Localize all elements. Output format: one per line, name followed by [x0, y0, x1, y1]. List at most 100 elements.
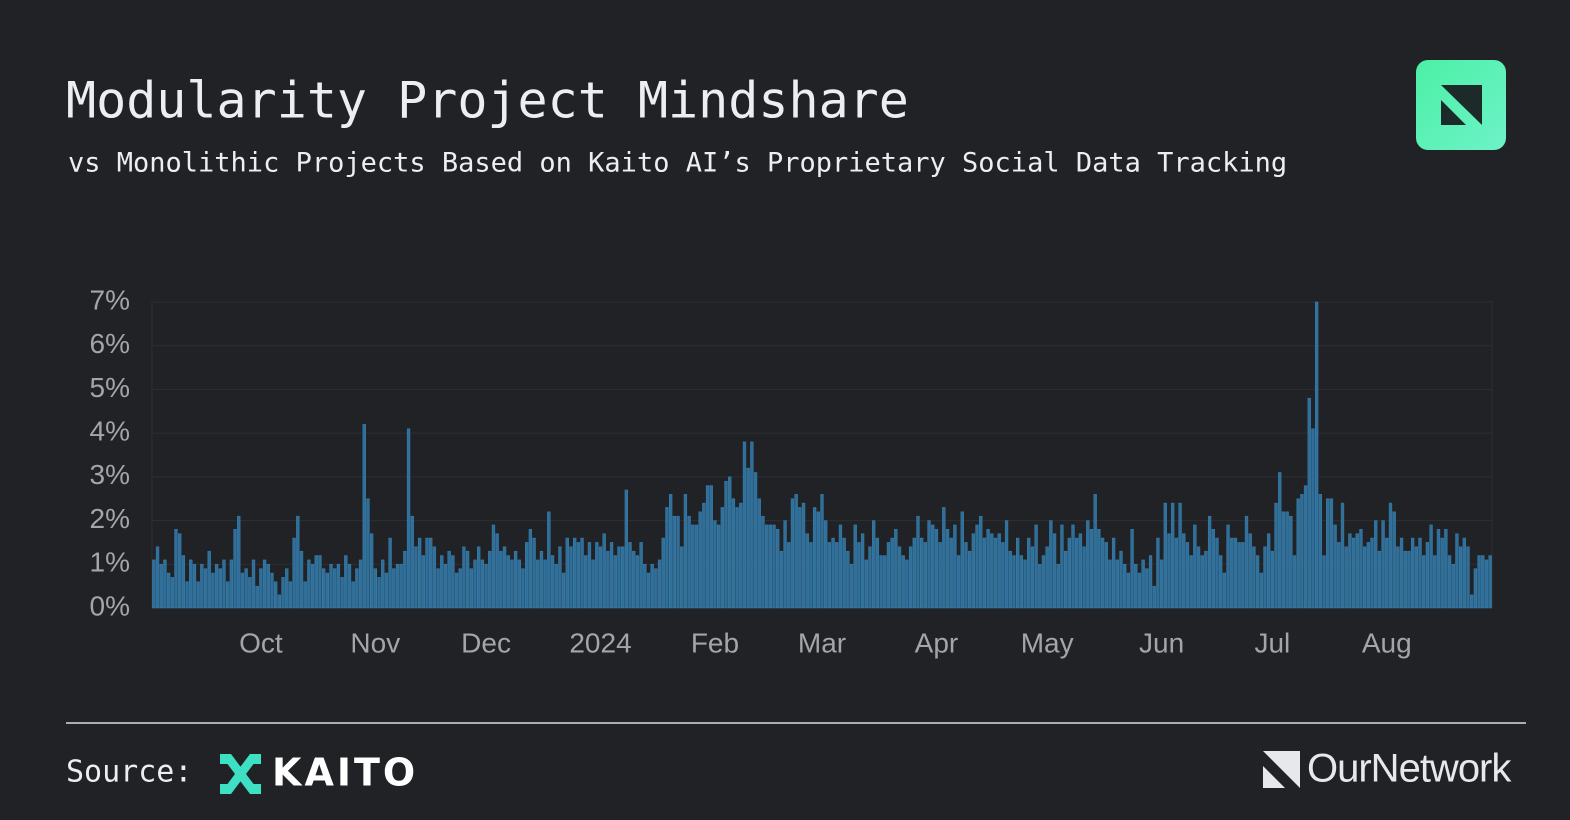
bar	[1422, 555, 1426, 609]
bar	[196, 581, 200, 609]
bar	[868, 546, 872, 609]
bar	[1100, 537, 1105, 609]
bar	[883, 555, 887, 609]
bar	[916, 515, 920, 609]
bar	[672, 515, 676, 609]
bar	[1337, 542, 1341, 609]
bar	[436, 568, 440, 609]
bar	[362, 424, 366, 609]
bar	[713, 520, 717, 609]
bar	[809, 542, 813, 609]
bar	[1222, 572, 1227, 609]
bar	[1436, 529, 1441, 609]
bar	[632, 550, 636, 609]
bar	[838, 524, 843, 609]
bar	[1119, 550, 1123, 609]
bar	[816, 511, 820, 609]
bar	[1455, 533, 1459, 609]
bar	[218, 568, 222, 609]
bar	[1086, 520, 1090, 609]
bar	[307, 559, 311, 609]
bar	[299, 550, 304, 609]
bar	[477, 546, 481, 609]
bar	[668, 494, 673, 609]
bar	[960, 511, 964, 609]
x-tick-label: Apr	[915, 627, 959, 658]
bar	[469, 568, 473, 609]
bar	[942, 507, 946, 609]
bar	[395, 564, 400, 609]
bar	[1458, 546, 1463, 609]
bar	[1348, 533, 1352, 609]
bar	[979, 515, 983, 609]
bar	[1433, 555, 1437, 609]
bar	[388, 537, 392, 609]
bar	[554, 564, 558, 609]
bar	[694, 524, 699, 609]
bar	[1200, 555, 1204, 609]
bar	[373, 568, 377, 609]
bar	[1204, 550, 1208, 609]
bar	[1315, 301, 1319, 609]
bar	[846, 550, 850, 609]
bar	[344, 555, 348, 609]
y-tick-label: 5%	[90, 372, 130, 403]
bar	[1178, 502, 1182, 609]
bar	[1111, 537, 1116, 609]
bar	[488, 550, 492, 609]
bar	[1207, 515, 1212, 609]
bar	[628, 542, 632, 609]
bar	[934, 529, 939, 609]
bar	[1189, 555, 1193, 609]
bar	[1237, 542, 1241, 609]
bar	[801, 502, 806, 609]
bar	[953, 524, 957, 609]
bar	[1134, 564, 1138, 609]
bar	[912, 537, 916, 609]
bar	[720, 507, 724, 609]
bar	[550, 555, 555, 609]
bar	[340, 577, 344, 609]
bar	[1152, 585, 1156, 609]
bar	[1414, 546, 1418, 609]
bar	[1012, 555, 1016, 609]
bar	[1259, 572, 1263, 609]
bar	[1196, 546, 1201, 609]
bar	[1241, 542, 1245, 609]
bar	[1063, 550, 1068, 609]
bar	[606, 550, 610, 609]
bar	[1292, 555, 1297, 609]
bar	[768, 524, 772, 609]
bar	[849, 564, 854, 609]
bar	[1126, 572, 1131, 609]
bar	[923, 542, 928, 609]
bar	[835, 542, 839, 609]
bar	[1097, 529, 1101, 609]
bar	[639, 542, 643, 609]
bar	[920, 537, 924, 609]
bar	[905, 559, 909, 609]
bar	[657, 559, 662, 609]
bar	[757, 498, 761, 609]
bar	[1396, 546, 1400, 609]
bar	[1233, 537, 1238, 609]
x-tick-label: Oct	[239, 627, 283, 658]
bar	[764, 524, 769, 609]
bar	[502, 546, 507, 609]
bar	[587, 542, 592, 609]
bar	[174, 529, 178, 609]
bar	[790, 498, 795, 609]
bar	[635, 555, 640, 609]
bar	[1015, 537, 1020, 609]
bar	[355, 568, 359, 609]
bar	[1296, 498, 1300, 609]
bar	[547, 511, 551, 609]
bar	[421, 555, 425, 609]
bar	[901, 555, 905, 609]
bar	[613, 555, 617, 609]
bar	[1211, 529, 1215, 609]
bar	[595, 542, 599, 609]
bar	[473, 559, 477, 609]
bar	[1171, 502, 1175, 609]
bar	[458, 568, 462, 609]
